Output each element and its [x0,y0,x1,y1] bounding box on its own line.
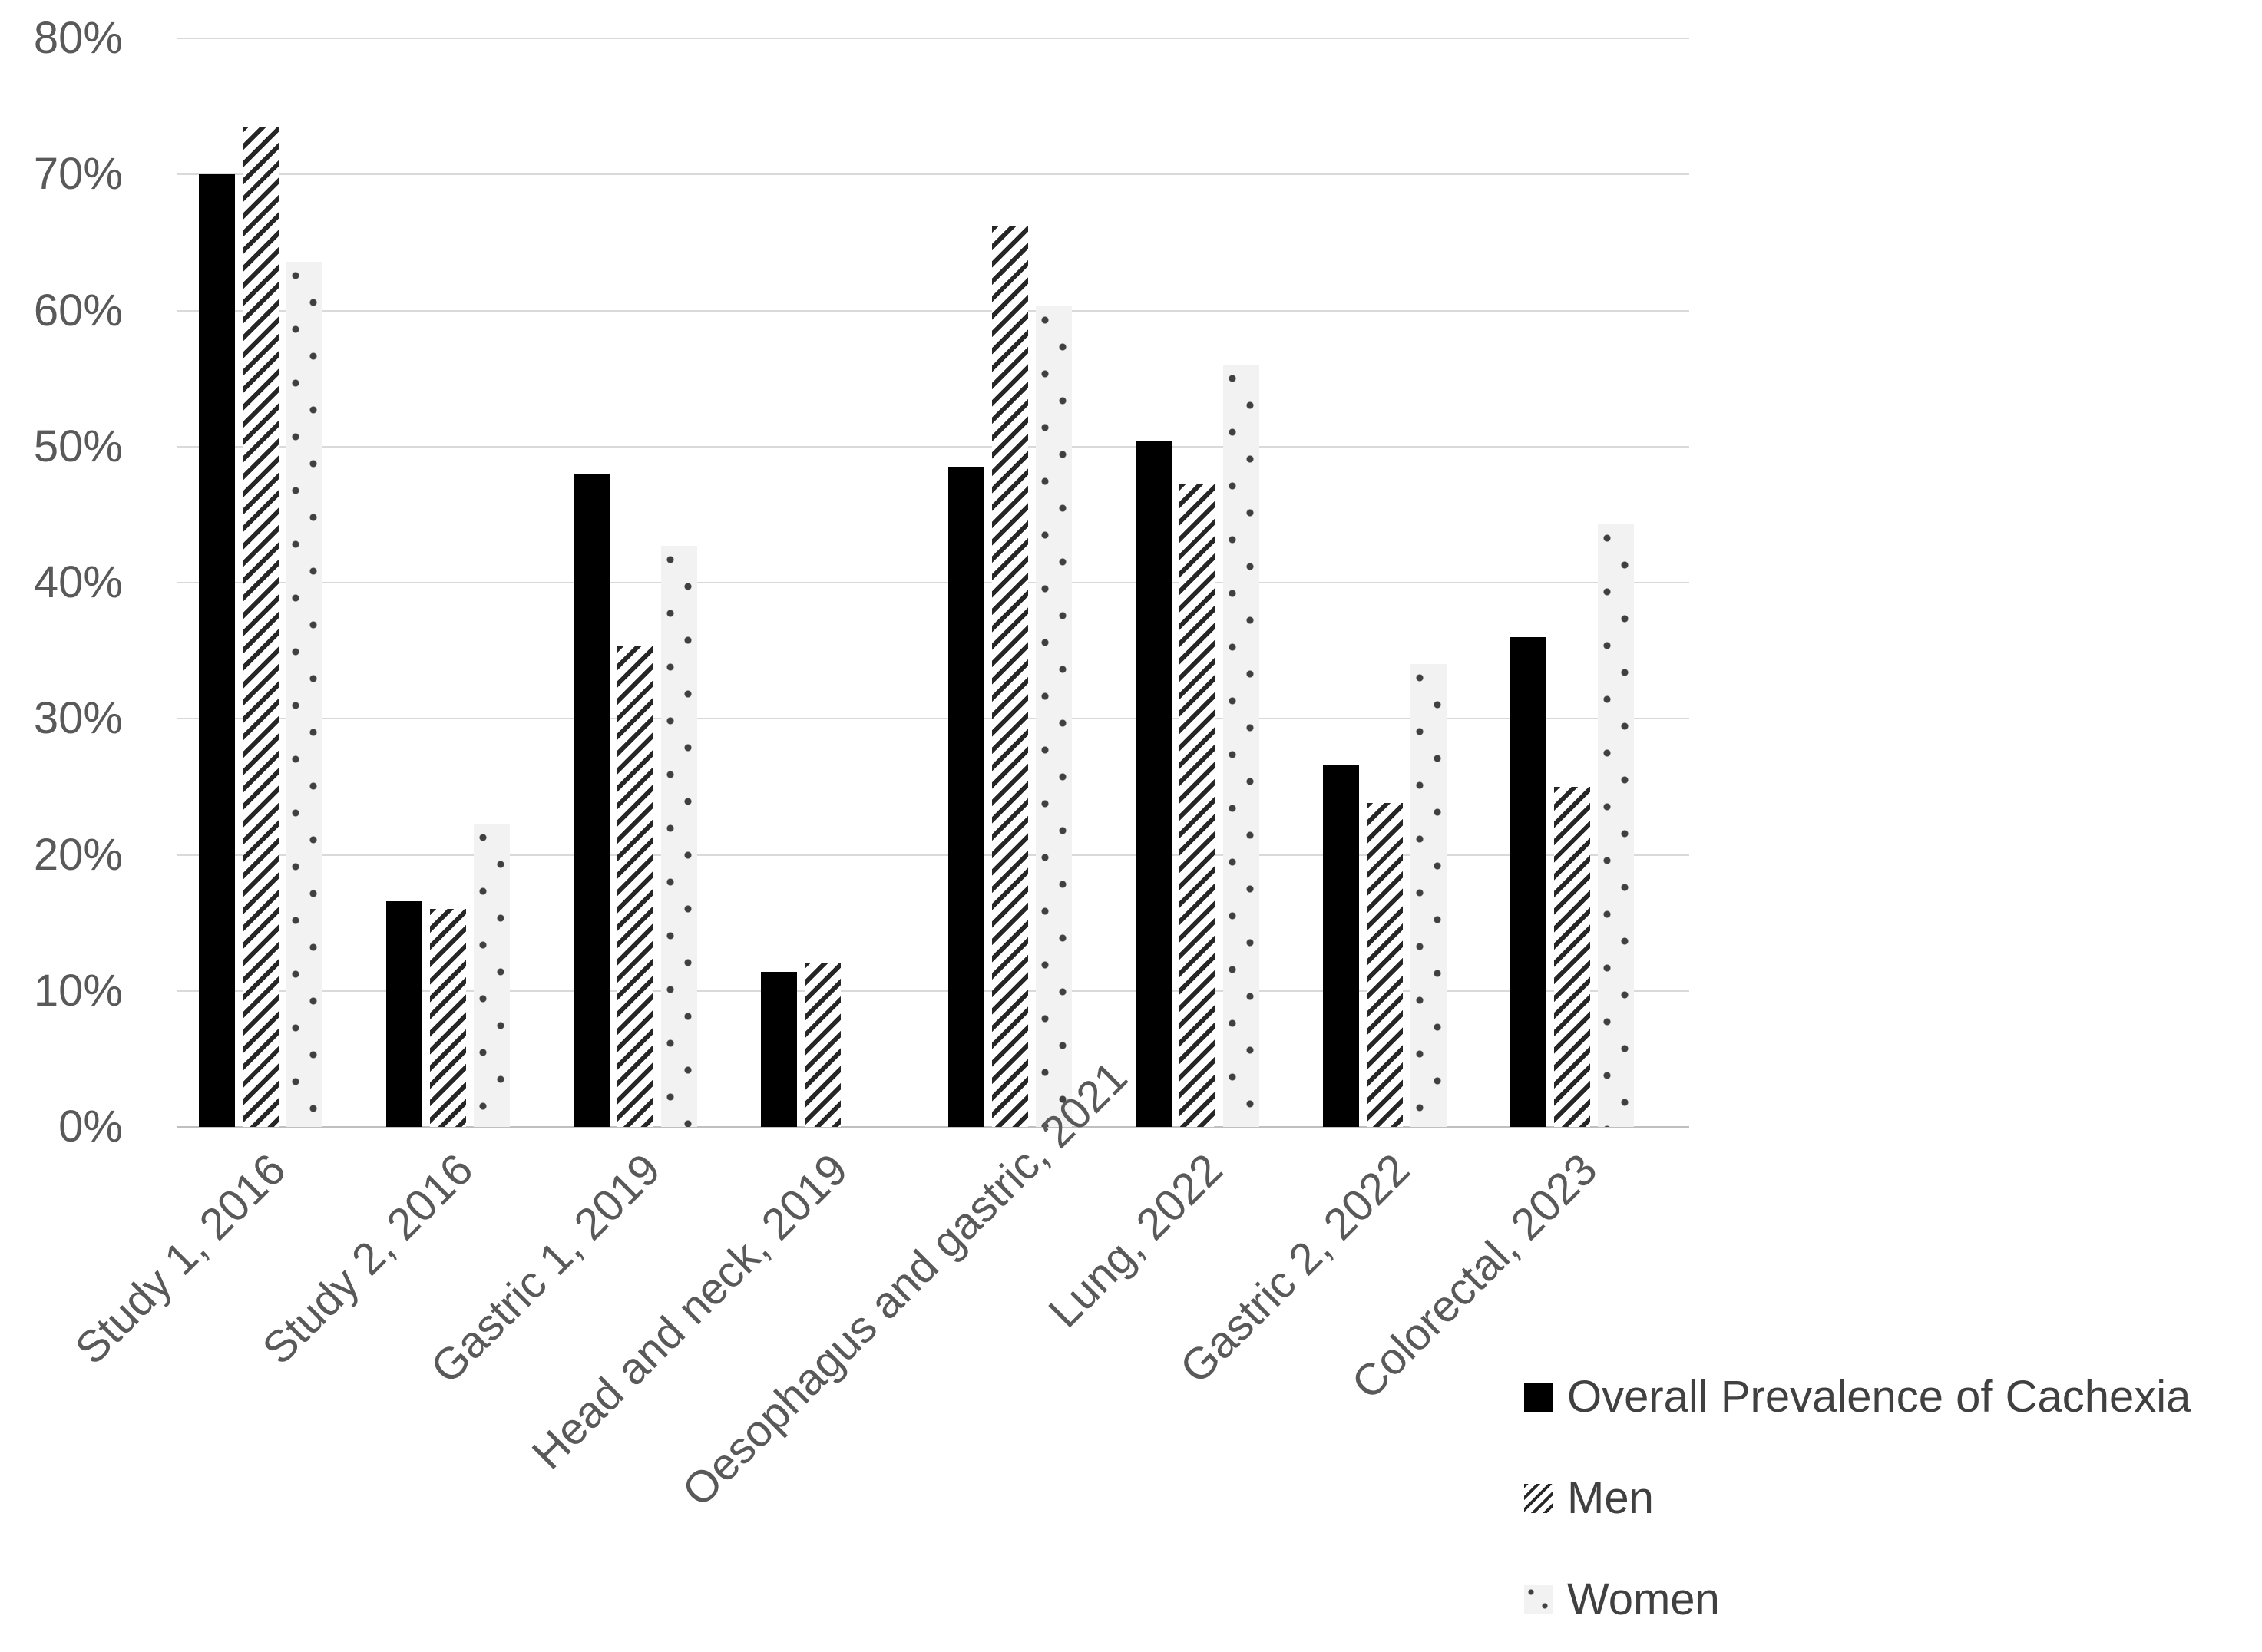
bar-group-5 [948,38,1072,1127]
bar-solid [948,467,984,1127]
bar-solid [1323,765,1359,1127]
bar-solid [1510,636,1546,1127]
y-tick-label-50pct: 50% [33,421,123,471]
y-tick-label-40pct: 40% [33,557,123,607]
bar-dots [1410,664,1447,1127]
x-axis-label-4: Head and neck, 2019 [522,1144,858,1479]
y-tick-label-30pct: 30% [33,693,123,744]
bar-hatch [1554,786,1590,1127]
bar-solid [761,971,797,1127]
bar-hatch [243,127,279,1127]
bar-solid [199,174,235,1127]
bar-dots [1036,306,1072,1127]
chart-legend: Overall Prevalence of Cachexia Men Women [1524,1373,2191,1652]
y-tick-label-60pct: 60% [33,285,123,335]
x-axis-line [177,1126,1689,1128]
bar-group-6 [1136,38,1259,1127]
bar-hatch [1179,484,1215,1127]
gridline-70 [177,173,1689,176]
y-tick-label-70pct: 70% [33,149,123,200]
legend-item-solid: Overall Prevalence of Cachexia [1524,1373,2191,1422]
legend-marker-solid-icon [1524,1383,1553,1412]
gridline-50 [177,445,1689,448]
bar-dots [1598,524,1634,1127]
legend-label: Men [1567,1473,1654,1523]
legend-label: Overall Prevalence of Cachexia [1567,1372,2191,1422]
bar-group-8 [1510,38,1634,1127]
bar-group-2 [386,38,510,1127]
gridline-60 [177,309,1689,312]
bar-hatch [805,962,841,1127]
y-tick-label-0pct: 0% [58,1102,123,1151]
legend-marker-hatch-icon [1524,1484,1553,1513]
gridline-20 [177,854,1689,856]
x-axis-label-5: Oesophagus and gastric, 2021 [672,1052,1137,1516]
bar-dots [286,261,322,1127]
bar-solid [1136,441,1172,1127]
bar-solid [386,900,422,1127]
x-axis-label-3: Gastric 1, 2019 [420,1144,670,1393]
plot-area [177,38,1689,1128]
y-tick-label-80pct: 80% [33,13,123,63]
bar-group-1 [199,38,322,1127]
bar-group-3 [574,38,697,1127]
legend-item-dots: Women [1524,1575,2191,1624]
bar-dots [1223,365,1259,1127]
legend-item-hatch: Men [1524,1474,2191,1523]
x-axis-label-7: Gastric 2, 2022 [1169,1144,1420,1393]
legend-marker-dots-icon [1524,1585,1553,1614]
gridline-30 [177,718,1689,720]
bar-dots [474,823,510,1127]
bar-solid [574,474,610,1127]
y-tick-label-20pct: 20% [33,829,123,880]
gridline-10 [177,990,1689,992]
x-axis-label-2: Study 2, 2016 [252,1144,483,1374]
y-tick-label-10pct: 10% [33,965,123,1016]
bar-hatch [430,909,466,1127]
bar-group-7 [1323,38,1447,1127]
bar-dots [661,546,697,1127]
bar-hatch [617,646,653,1127]
legend-label: Women [1567,1574,1720,1624]
gridline-80 [177,38,1689,39]
bar-group-4 [761,38,885,1127]
bar-hatch [1367,803,1403,1127]
gridline-40 [177,582,1689,583]
bar-hatch [992,226,1028,1127]
x-axis-label-6: Lung, 2022 [1038,1144,1232,1337]
